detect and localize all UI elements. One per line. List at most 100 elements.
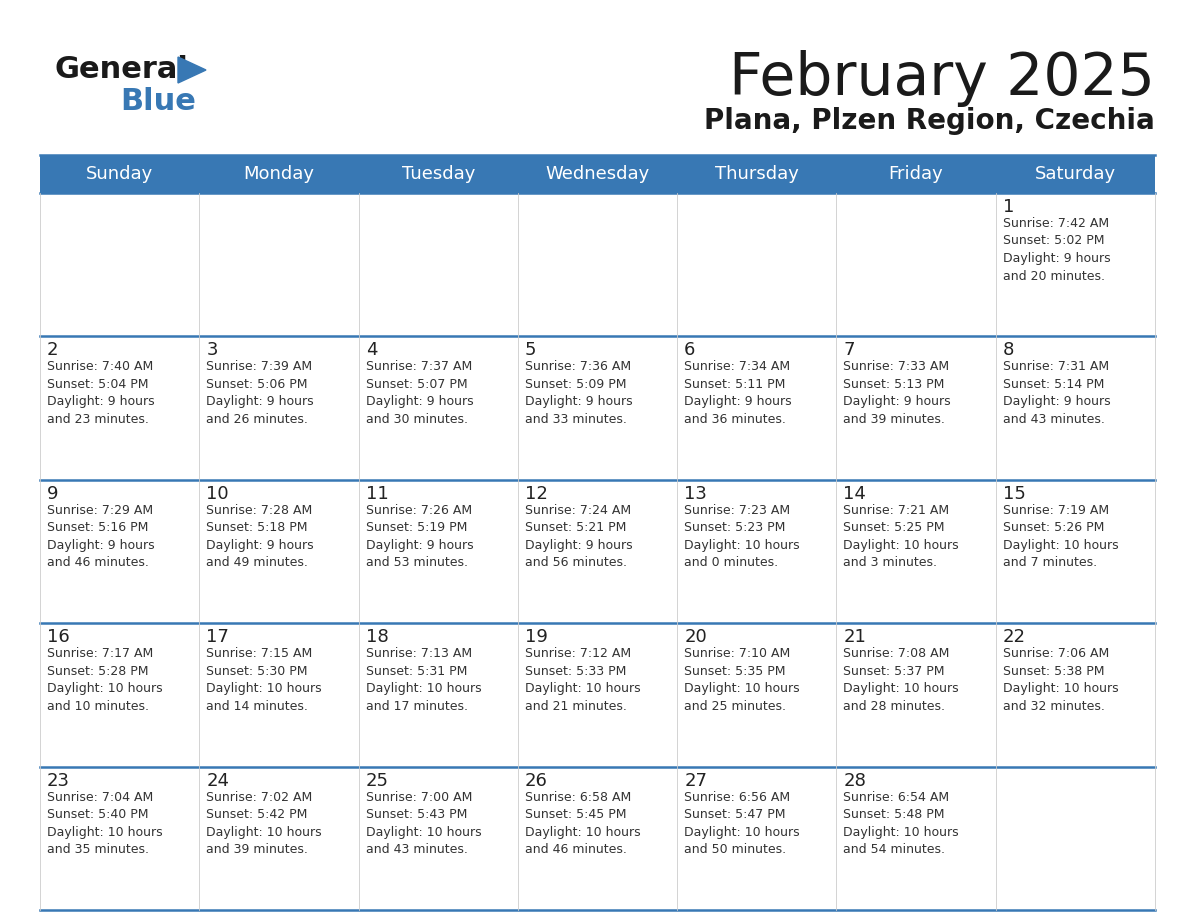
Text: Sunrise: 7:29 AM
Sunset: 5:16 PM
Daylight: 9 hours
and 46 minutes.: Sunrise: 7:29 AM Sunset: 5:16 PM Dayligh… — [48, 504, 154, 569]
Bar — [836, 480, 996, 623]
Text: 23: 23 — [48, 772, 70, 789]
Bar — [677, 480, 836, 623]
Text: Sunrise: 7:10 AM
Sunset: 5:35 PM
Daylight: 10 hours
and 25 minutes.: Sunrise: 7:10 AM Sunset: 5:35 PM Dayligh… — [684, 647, 800, 712]
Text: 20: 20 — [684, 628, 707, 646]
Bar — [836, 623, 996, 767]
Text: Wednesday: Wednesday — [545, 165, 650, 183]
Bar — [677, 193, 836, 336]
Bar — [836, 193, 996, 336]
Text: Sunrise: 7:02 AM
Sunset: 5:42 PM
Daylight: 10 hours
and 39 minutes.: Sunrise: 7:02 AM Sunset: 5:42 PM Dayligh… — [207, 790, 322, 856]
Text: 26: 26 — [525, 772, 548, 789]
Text: Sunday: Sunday — [86, 165, 153, 183]
Bar — [40, 767, 200, 910]
Text: Sunrise: 7:21 AM
Sunset: 5:25 PM
Daylight: 10 hours
and 3 minutes.: Sunrise: 7:21 AM Sunset: 5:25 PM Dayligh… — [843, 504, 959, 569]
Text: 12: 12 — [525, 485, 548, 503]
Bar — [40, 193, 200, 336]
Text: Sunrise: 7:28 AM
Sunset: 5:18 PM
Daylight: 9 hours
and 49 minutes.: Sunrise: 7:28 AM Sunset: 5:18 PM Dayligh… — [207, 504, 314, 569]
Text: 19: 19 — [525, 628, 548, 646]
Text: 24: 24 — [207, 772, 229, 789]
Text: 7: 7 — [843, 341, 855, 360]
Text: 27: 27 — [684, 772, 707, 789]
Polygon shape — [178, 57, 206, 83]
Text: Sunrise: 7:39 AM
Sunset: 5:06 PM
Daylight: 9 hours
and 26 minutes.: Sunrise: 7:39 AM Sunset: 5:06 PM Dayligh… — [207, 361, 314, 426]
Bar — [518, 193, 677, 336]
Text: General: General — [55, 55, 189, 84]
Text: Sunrise: 7:12 AM
Sunset: 5:33 PM
Daylight: 10 hours
and 21 minutes.: Sunrise: 7:12 AM Sunset: 5:33 PM Dayligh… — [525, 647, 640, 712]
Bar — [836, 767, 996, 910]
Text: Sunrise: 7:40 AM
Sunset: 5:04 PM
Daylight: 9 hours
and 23 minutes.: Sunrise: 7:40 AM Sunset: 5:04 PM Dayligh… — [48, 361, 154, 426]
Text: Sunrise: 7:37 AM
Sunset: 5:07 PM
Daylight: 9 hours
and 30 minutes.: Sunrise: 7:37 AM Sunset: 5:07 PM Dayligh… — [366, 361, 473, 426]
Text: Blue: Blue — [120, 87, 196, 116]
Text: Sunrise: 7:26 AM
Sunset: 5:19 PM
Daylight: 9 hours
and 53 minutes.: Sunrise: 7:26 AM Sunset: 5:19 PM Dayligh… — [366, 504, 473, 569]
Bar — [677, 336, 836, 480]
Text: Sunrise: 7:17 AM
Sunset: 5:28 PM
Daylight: 10 hours
and 10 minutes.: Sunrise: 7:17 AM Sunset: 5:28 PM Dayligh… — [48, 647, 163, 712]
Text: 28: 28 — [843, 772, 866, 789]
Text: Monday: Monday — [244, 165, 315, 183]
Bar — [996, 193, 1155, 336]
Bar — [518, 336, 677, 480]
Text: 5: 5 — [525, 341, 536, 360]
Text: Sunrise: 7:06 AM
Sunset: 5:38 PM
Daylight: 10 hours
and 32 minutes.: Sunrise: 7:06 AM Sunset: 5:38 PM Dayligh… — [1003, 647, 1118, 712]
Text: Sunrise: 7:23 AM
Sunset: 5:23 PM
Daylight: 10 hours
and 0 minutes.: Sunrise: 7:23 AM Sunset: 5:23 PM Dayligh… — [684, 504, 800, 569]
Text: Sunrise: 7:08 AM
Sunset: 5:37 PM
Daylight: 10 hours
and 28 minutes.: Sunrise: 7:08 AM Sunset: 5:37 PM Dayligh… — [843, 647, 959, 712]
Bar — [677, 623, 836, 767]
Text: Sunrise: 7:24 AM
Sunset: 5:21 PM
Daylight: 9 hours
and 56 minutes.: Sunrise: 7:24 AM Sunset: 5:21 PM Dayligh… — [525, 504, 632, 569]
Text: Sunrise: 7:15 AM
Sunset: 5:30 PM
Daylight: 10 hours
and 14 minutes.: Sunrise: 7:15 AM Sunset: 5:30 PM Dayligh… — [207, 647, 322, 712]
Text: 16: 16 — [48, 628, 70, 646]
Text: 3: 3 — [207, 341, 217, 360]
Text: 8: 8 — [1003, 341, 1015, 360]
Bar — [40, 480, 200, 623]
Text: Sunrise: 7:13 AM
Sunset: 5:31 PM
Daylight: 10 hours
and 17 minutes.: Sunrise: 7:13 AM Sunset: 5:31 PM Dayligh… — [366, 647, 481, 712]
Text: Sunrise: 6:54 AM
Sunset: 5:48 PM
Daylight: 10 hours
and 54 minutes.: Sunrise: 6:54 AM Sunset: 5:48 PM Dayligh… — [843, 790, 959, 856]
Bar — [359, 336, 518, 480]
Text: 11: 11 — [366, 485, 388, 503]
Text: Sunrise: 7:34 AM
Sunset: 5:11 PM
Daylight: 9 hours
and 36 minutes.: Sunrise: 7:34 AM Sunset: 5:11 PM Dayligh… — [684, 361, 791, 426]
Bar — [200, 193, 359, 336]
Bar — [200, 623, 359, 767]
Text: 15: 15 — [1003, 485, 1025, 503]
Bar — [359, 193, 518, 336]
Text: Sunrise: 7:19 AM
Sunset: 5:26 PM
Daylight: 10 hours
and 7 minutes.: Sunrise: 7:19 AM Sunset: 5:26 PM Dayligh… — [1003, 504, 1118, 569]
Text: Sunrise: 6:56 AM
Sunset: 5:47 PM
Daylight: 10 hours
and 50 minutes.: Sunrise: 6:56 AM Sunset: 5:47 PM Dayligh… — [684, 790, 800, 856]
Text: 18: 18 — [366, 628, 388, 646]
Bar — [677, 767, 836, 910]
Text: 17: 17 — [207, 628, 229, 646]
Bar — [40, 623, 200, 767]
Text: 14: 14 — [843, 485, 866, 503]
Text: Sunrise: 7:33 AM
Sunset: 5:13 PM
Daylight: 9 hours
and 39 minutes.: Sunrise: 7:33 AM Sunset: 5:13 PM Dayligh… — [843, 361, 952, 426]
Text: February 2025: February 2025 — [729, 50, 1155, 107]
Bar — [200, 336, 359, 480]
Text: 2: 2 — [48, 341, 58, 360]
Text: Plana, Plzen Region, Czechia: Plana, Plzen Region, Czechia — [704, 107, 1155, 135]
Text: Sunrise: 6:58 AM
Sunset: 5:45 PM
Daylight: 10 hours
and 46 minutes.: Sunrise: 6:58 AM Sunset: 5:45 PM Dayligh… — [525, 790, 640, 856]
Text: Sunrise: 7:42 AM
Sunset: 5:02 PM
Daylight: 9 hours
and 20 minutes.: Sunrise: 7:42 AM Sunset: 5:02 PM Dayligh… — [1003, 217, 1111, 283]
Text: 13: 13 — [684, 485, 707, 503]
Bar — [40, 336, 200, 480]
Bar — [40, 155, 1155, 193]
Bar — [996, 767, 1155, 910]
Text: Thursday: Thursday — [715, 165, 798, 183]
Text: Sunrise: 7:04 AM
Sunset: 5:40 PM
Daylight: 10 hours
and 35 minutes.: Sunrise: 7:04 AM Sunset: 5:40 PM Dayligh… — [48, 790, 163, 856]
Bar — [996, 623, 1155, 767]
Text: 22: 22 — [1003, 628, 1025, 646]
Bar — [359, 623, 518, 767]
Text: 4: 4 — [366, 341, 377, 360]
Bar — [836, 336, 996, 480]
Text: 1: 1 — [1003, 198, 1015, 216]
Bar — [518, 767, 677, 910]
Bar — [996, 480, 1155, 623]
Text: 6: 6 — [684, 341, 695, 360]
Text: 10: 10 — [207, 485, 229, 503]
Text: Saturday: Saturday — [1035, 165, 1116, 183]
Text: Sunrise: 7:00 AM
Sunset: 5:43 PM
Daylight: 10 hours
and 43 minutes.: Sunrise: 7:00 AM Sunset: 5:43 PM Dayligh… — [366, 790, 481, 856]
Text: Friday: Friday — [889, 165, 943, 183]
Bar — [996, 336, 1155, 480]
Bar — [200, 480, 359, 623]
Text: 21: 21 — [843, 628, 866, 646]
Bar — [518, 623, 677, 767]
Text: 25: 25 — [366, 772, 388, 789]
Text: Tuesday: Tuesday — [402, 165, 475, 183]
Bar — [200, 767, 359, 910]
Bar — [359, 480, 518, 623]
Text: 9: 9 — [48, 485, 58, 503]
